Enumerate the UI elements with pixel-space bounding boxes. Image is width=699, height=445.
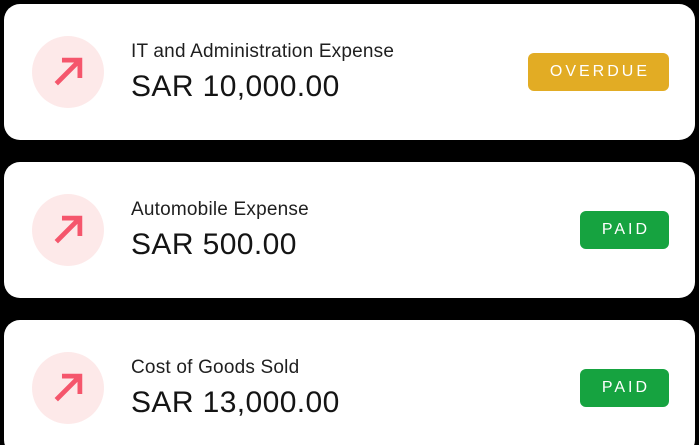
expense-icon-circle: [32, 194, 104, 266]
expense-title: Automobile Expense: [131, 199, 309, 221]
status-badge: PAID: [579, 211, 669, 249]
expense-text-block: Cost of Goods Sold SAR 13,000.00: [131, 357, 340, 419]
expense-amount: SAR 10,000.00: [131, 69, 340, 103]
expense-card-2[interactable]: Cost of Goods Sold SAR 13,000.00 PAID: [4, 320, 695, 445]
expense-card-1[interactable]: Automobile Expense SAR 500.00 PAID: [4, 162, 695, 298]
expense-amount: SAR 500.00: [131, 227, 297, 261]
expense-text-block: Automobile Expense SAR 500.00: [131, 199, 309, 261]
expense-icon-circle: [32, 352, 104, 424]
expense-title: IT and Administration Expense: [131, 41, 395, 63]
expense-amount: SAR 13,000.00: [131, 385, 340, 419]
arrow-up-right-icon: [54, 373, 83, 402]
expense-icon-circle: [32, 36, 104, 108]
expense-card-0[interactable]: IT and Administration Expense SAR 10,000…: [4, 4, 695, 140]
expense-title: Cost of Goods Sold: [131, 357, 300, 379]
arrow-up-right-icon: [54, 57, 83, 86]
status-badge: OVERDUE: [527, 53, 669, 91]
arrow-up-right-icon: [54, 215, 83, 244]
expense-text-block: IT and Administration Expense SAR 10,000…: [131, 41, 394, 103]
status-badge: PAID: [579, 369, 669, 407]
